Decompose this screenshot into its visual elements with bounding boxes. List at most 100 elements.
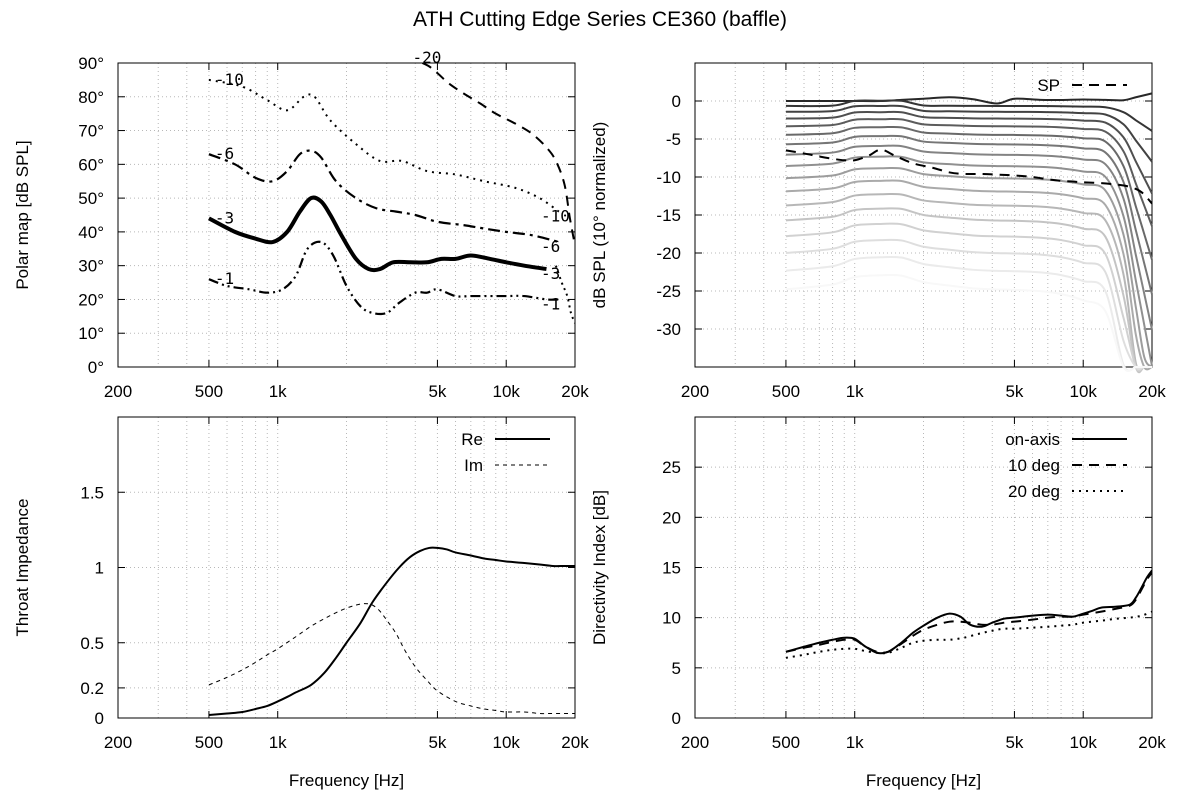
- contour-label-left: -3: [215, 208, 234, 227]
- series-line-SP: [785, 148, 1152, 205]
- y-axis-title: Polar map [dB SPL]: [13, 140, 32, 289]
- chart-directivity: 200 500 1k 5k 10k 20k 0 5 10 15 20 25 Directivity In…: [590, 416, 1166, 790]
- x-tick-label: 200: [681, 733, 709, 752]
- series-line-20: [422, 63, 575, 246]
- contour-label-right: -3: [541, 264, 560, 283]
- legend-label: Re: [461, 430, 483, 449]
- y-tick-label: 5: [672, 659, 681, 678]
- x-axis-title: Frequency [Hz]: [289, 771, 404, 790]
- y-tick-label: 0: [672, 709, 681, 728]
- angle-response-line: [785, 192, 1153, 373]
- x-tick-label: 10k: [493, 382, 521, 401]
- y-axis-title: dB SPL (10° normalized): [590, 122, 609, 309]
- contour-label-right: -6: [541, 237, 560, 256]
- angle-response-line: [785, 110, 1153, 194]
- y-tick-label: 1: [95, 559, 104, 578]
- y-tick-label: 60°: [78, 155, 104, 174]
- x-tick-label: 10k: [1070, 733, 1098, 752]
- angle-response-line: [785, 207, 1152, 374]
- contour-label-right: -1: [541, 294, 560, 313]
- series-line-Re: [208, 546, 575, 716]
- figure-title: ATH Cutting Edge Series CE360 (baffle): [413, 8, 787, 31]
- x-tick-label: 200: [104, 733, 132, 752]
- angle-response-line: [785, 179, 1153, 371]
- x-tick-label: 5k: [1005, 382, 1023, 401]
- contour-label-right: -10: [541, 207, 570, 226]
- x-tick-label: 20k: [561, 733, 589, 752]
- chart-spl: 200 500 1k 5k 10k 20k 0 -5 -10 -15 -20 -25 -30 dB SPL…: [590, 62, 1166, 401]
- x-tick-label: 1k: [846, 382, 864, 401]
- series-line-10: [208, 78, 560, 213]
- x-tick-label: 5k: [428, 733, 446, 752]
- y-tick-label: -10: [656, 168, 681, 187]
- angle-response-line: [785, 238, 1152, 370]
- x-tick-label: 500: [195, 382, 223, 401]
- y-tick-label: -20: [656, 244, 681, 263]
- y-tick-label: -25: [656, 282, 681, 301]
- plot-frame: [694, 62, 1153, 368]
- legend-label: on-axis: [1005, 430, 1060, 449]
- y-tick-label: 0°: [88, 358, 104, 377]
- y-axis-title: Directivity Index [dB]: [590, 490, 609, 645]
- series-line-20b: [554, 265, 575, 324]
- contour-label-left: -1: [215, 269, 234, 288]
- x-axis-title: Frequency [Hz]: [866, 771, 981, 790]
- y-tick-label: 0: [95, 709, 104, 728]
- y-tick-label: 25: [662, 458, 681, 477]
- series-line-1: [208, 240, 559, 316]
- x-tick-label: 20k: [561, 382, 589, 401]
- x-tick-label: 200: [104, 382, 132, 401]
- x-tick-label: 500: [195, 733, 223, 752]
- y-tick-label: 50°: [78, 189, 104, 208]
- y-tick-label: 1.5: [80, 483, 104, 502]
- x-tick-label: 5k: [1005, 733, 1023, 752]
- angle-response-line: [785, 255, 1152, 372]
- y-tick-label: 90°: [78, 54, 104, 73]
- y-tick-label: -15: [656, 206, 681, 225]
- x-tick-label: 500: [772, 733, 800, 752]
- plot-frame: [117, 62, 576, 368]
- x-tick-label: 10k: [493, 733, 521, 752]
- y-tick-label: 15: [662, 559, 681, 578]
- angle-response-line: [785, 125, 1153, 261]
- y-tick-label: -30: [656, 320, 681, 339]
- angle-response-line: [785, 99, 1153, 132]
- y-tick-label: 0.2: [80, 679, 104, 698]
- legend-label: Im: [464, 456, 483, 475]
- x-tick-label: 1k: [269, 733, 287, 752]
- y-tick-label: 20: [662, 508, 681, 527]
- y-tick-label: 30°: [78, 257, 104, 276]
- angle-response-line: [785, 104, 1153, 163]
- angle-response-line: [785, 155, 1153, 367]
- series-line-Im: [208, 603, 575, 715]
- y-tick-label: 0.5: [80, 634, 104, 653]
- angle-response-line: [785, 117, 1153, 227]
- chart-polar: 200 500 1k 5k 10k 20k 0° 10° 20° 30° 40° 50° 60° 70° 8…: [13, 48, 589, 401]
- angle-response-line: [785, 166, 1153, 368]
- series-line-10deg: [785, 571, 1152, 654]
- legend-label: 10 deg: [1008, 456, 1060, 475]
- y-tick-label: 20°: [78, 290, 104, 309]
- contour-label-left: -10: [215, 70, 244, 89]
- y-tick-label: -5: [666, 130, 681, 149]
- y-tick-label: 10: [662, 609, 681, 628]
- y-tick-label: 0: [672, 92, 681, 111]
- series-line-3: [208, 195, 547, 273]
- y-tick-label: 80°: [78, 88, 104, 107]
- contour-label-left: -6: [215, 144, 234, 163]
- x-tick-label: 20k: [1138, 382, 1166, 401]
- plot-frame: [694, 416, 1153, 719]
- angle-response-line: [785, 222, 1152, 372]
- angle-response-line: [785, 144, 1153, 330]
- x-tick-label: 10k: [1070, 382, 1098, 401]
- x-tick-label: 1k: [269, 382, 287, 401]
- chart-impedance: 200 500 1k 5k 10k 20k 0 0.2 0.5 1 1.5 Throat Impeda…: [13, 416, 589, 790]
- angle-response-line: [785, 273, 1152, 373]
- x-tick-label: 20k: [1138, 733, 1166, 752]
- plot-frame: [117, 416, 576, 719]
- y-axis-title: Throat Impedance: [13, 499, 32, 637]
- contour-label-right: -20: [412, 48, 441, 67]
- x-tick-label: 1k: [846, 733, 864, 752]
- x-tick-label: 200: [681, 382, 709, 401]
